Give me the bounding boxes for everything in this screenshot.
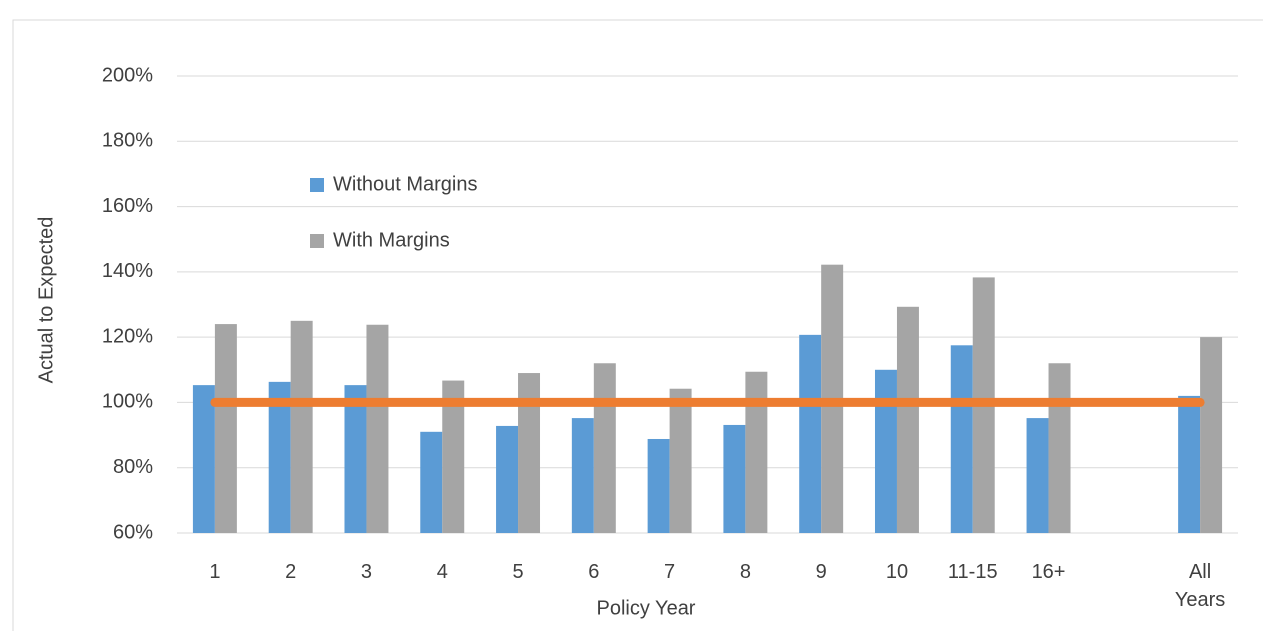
bar [344, 385, 367, 533]
legend-label: With Margins [333, 229, 450, 251]
x-tick-label: 2 [285, 561, 297, 583]
bar [571, 418, 594, 533]
x-tick-label: 6 [588, 561, 600, 583]
bar [1048, 363, 1071, 533]
y-tick-label: 160% [102, 195, 153, 217]
x-tick-label: 8 [739, 561, 751, 583]
x-tick-label: 9 [815, 561, 827, 583]
bar [874, 369, 897, 533]
legend-swatch [310, 178, 324, 192]
x-tick-label: 16+ [1031, 561, 1066, 583]
bar [442, 380, 465, 533]
bar [518, 373, 541, 533]
bar [1178, 395, 1201, 533]
x-tick-label: 11-15 [947, 561, 998, 583]
x-tick-label: 7 [664, 561, 676, 583]
bar [366, 324, 389, 533]
y-tick-label: 60% [113, 521, 153, 543]
bar [1026, 418, 1049, 533]
y-tick-label: 80% [113, 456, 153, 478]
bar [290, 320, 313, 533]
bar [496, 425, 519, 533]
x-tick-label: All Years [1174, 561, 1226, 611]
bar [799, 334, 822, 533]
bar [1200, 337, 1223, 533]
y-tick-label: 180% [102, 130, 153, 152]
bar [192, 385, 215, 533]
y-tick-label: 200% [102, 64, 153, 86]
chart-frame [12, 19, 1263, 631]
x-tick-label: 1 [209, 561, 221, 583]
y-axis-title: Actual to Expected [35, 217, 57, 384]
bar [268, 381, 291, 533]
bar [745, 371, 768, 533]
y-tick-label: 140% [102, 260, 153, 282]
x-tick-label: 10 [885, 561, 909, 583]
bar [420, 431, 443, 533]
x-tick-label: 4 [436, 561, 448, 583]
bar [896, 306, 919, 533]
bar [950, 345, 973, 533]
bar [214, 324, 237, 533]
bar [723, 424, 746, 533]
y-tick-label: 100% [102, 391, 153, 413]
bar [647, 438, 670, 533]
x-tick-label: 3 [360, 561, 373, 583]
x-tick-label: 5 [512, 561, 524, 583]
legend-swatch [310, 234, 324, 248]
legend-label: Without Margins [333, 173, 478, 195]
bar [593, 363, 616, 533]
bar [669, 388, 692, 533]
y-tick-label: 120% [102, 325, 153, 347]
x-axis-title: Policy Year [597, 597, 696, 619]
